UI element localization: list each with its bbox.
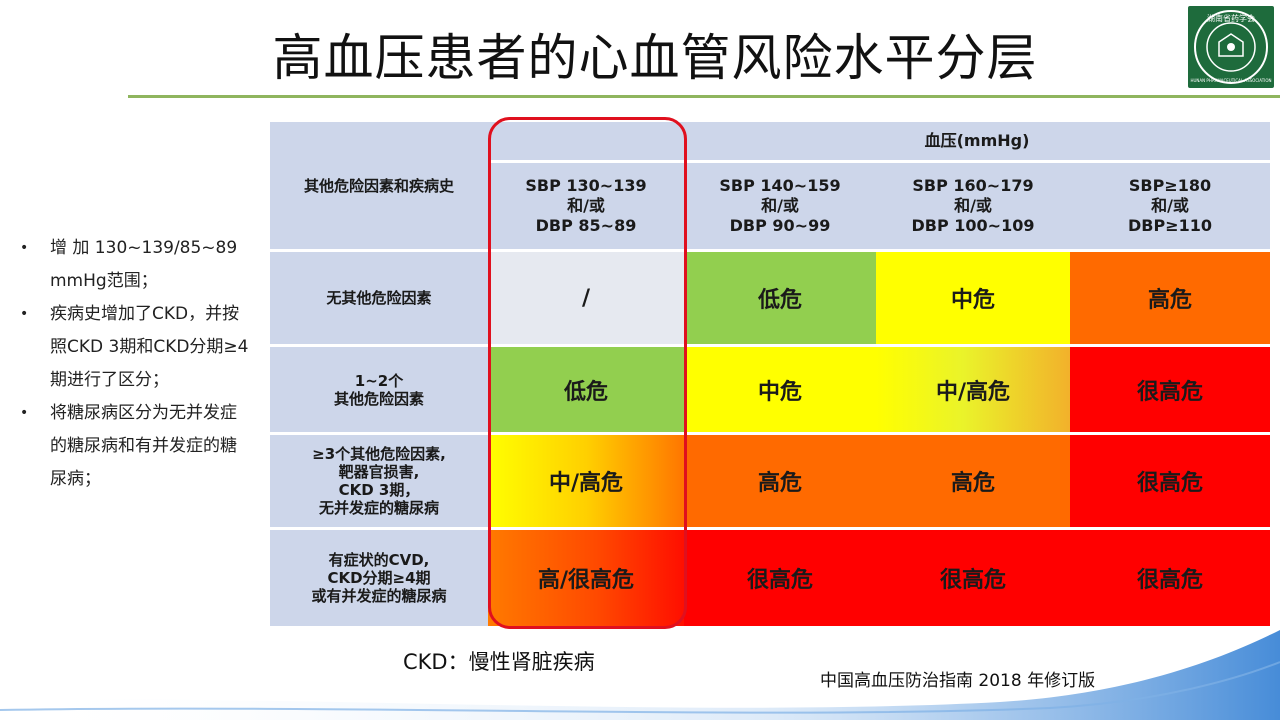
risk-cell: 很高危 <box>876 530 1070 626</box>
risk-stratification-table: 其他危险因素和疾病史 血压(mmHg) SBP 130~139 和/或 DBP 85… <box>270 119 1270 629</box>
row-label-symptomatic-cvd: 有症状的CVD, CKD分期≥4期 或有并发症的糖尿病 <box>270 530 488 626</box>
logo-subtitle-text: HUNAN PHARMACEUTICAL ASSOCIATION <box>1190 78 1271 83</box>
row-label-1-2-risk-factors: 1~2个 其他危险因素 <box>270 347 488 432</box>
bullet-list: • 增 加 130~139/85~89 mmHg范围； • 疾病史增加了CKD，并按… <box>18 232 250 496</box>
bullet-text: 将糖尿病区分为无并发症的糖尿病和有并发症的糖尿病； <box>50 403 237 489</box>
header-spacer <box>488 122 684 160</box>
risk-cell: / <box>488 252 684 344</box>
column-highlight-outline <box>488 117 687 629</box>
risk-cell: 中/高危 <box>876 347 1070 432</box>
title-divider <box>128 95 1280 98</box>
risk-cell: 中危 <box>684 347 876 432</box>
ckd-footnote: CKD：慢性肾脏疾病 <box>403 650 595 674</box>
risk-cell: 中危 <box>876 252 1070 344</box>
risk-cell: 很高危 <box>1070 347 1270 432</box>
association-logo: 湖南省药学会 HUNAN PHARMACEUTICAL ASSOCIATION <box>1188 6 1274 88</box>
risk-cell: 高危 <box>1070 252 1270 344</box>
logo-title-text: 湖南省药学会 <box>1207 13 1255 23</box>
bullet-item: • 将糖尿病区分为无并发症的糖尿病和有并发症的糖尿病； <box>18 397 250 496</box>
bullet-dot-icon: • <box>20 306 29 322</box>
corner-header: 其他危险因素和疾病史 <box>270 122 488 249</box>
column-header-sbp-180: SBP≥180 和/或 DBP≥110 <box>1070 163 1270 249</box>
risk-cell: 高/很高危 <box>488 530 684 626</box>
source-citation: 中国高血压防治指南 2018 年修订版 <box>820 671 1096 691</box>
risk-cell: 很高危 <box>1070 530 1270 626</box>
row-label-3-plus-risk-factors: ≥3个其他危险因素, 靶器官损害, CKD 3期， 无并发症的糖尿病 <box>270 435 488 527</box>
bullet-text: 疾病史增加了CKD，并按照CKD 3期和CKD分期≥4期进行了区分； <box>50 304 249 390</box>
risk-cell: 低危 <box>684 252 876 344</box>
risk-cell: 很高危 <box>1070 435 1270 527</box>
bullet-item: • 增 加 130~139/85~89 mmHg范围； <box>18 232 250 298</box>
slide-title: 高血压患者的心血管风险水平分层 <box>272 29 1038 87</box>
risk-cell: 中/高危 <box>488 435 684 527</box>
table-row: 无其他危险因素 / 低危 中危 高危 <box>270 252 1270 344</box>
risk-cell: 高危 <box>684 435 876 527</box>
column-header-sbp-160-179: SBP 160~179 和/或 DBP 100~109 <box>876 163 1070 249</box>
table-row: 有症状的CVD, CKD分期≥4期 或有并发症的糖尿病 高/很高危 很高危 很高危 … <box>270 530 1270 626</box>
bullet-dot-icon: • <box>20 240 29 256</box>
column-header-sbp-130-139: SBP 130~139 和/或 DBP 85~89 <box>488 163 684 249</box>
column-header-sbp-140-159: SBP 140~159 和/或 DBP 90~99 <box>684 163 876 249</box>
blood-pressure-group-header: 血压(mmHg) <box>684 122 1270 160</box>
bullet-text: 增 加 130~139/85~89 mmHg范围； <box>50 238 238 291</box>
risk-cell: 高危 <box>876 435 1070 527</box>
table-row: 1~2个 其他危险因素 低危 中危 中/高危 很高危 <box>270 347 1270 432</box>
risk-cell: 很高危 <box>684 530 876 626</box>
row-label-no-risk-factors: 无其他危险因素 <box>270 252 488 344</box>
risk-cell: 低危 <box>488 347 684 432</box>
decorative-wave <box>0 630 1280 720</box>
bullet-item: • 疾病史增加了CKD，并按照CKD 3期和CKD分期≥4期进行了区分； <box>18 298 250 397</box>
table-row: ≥3个其他危险因素, 靶器官损害, CKD 3期， 无并发症的糖尿病 中/高危 高危 … <box>270 435 1270 527</box>
bullet-dot-icon: • <box>20 405 29 421</box>
